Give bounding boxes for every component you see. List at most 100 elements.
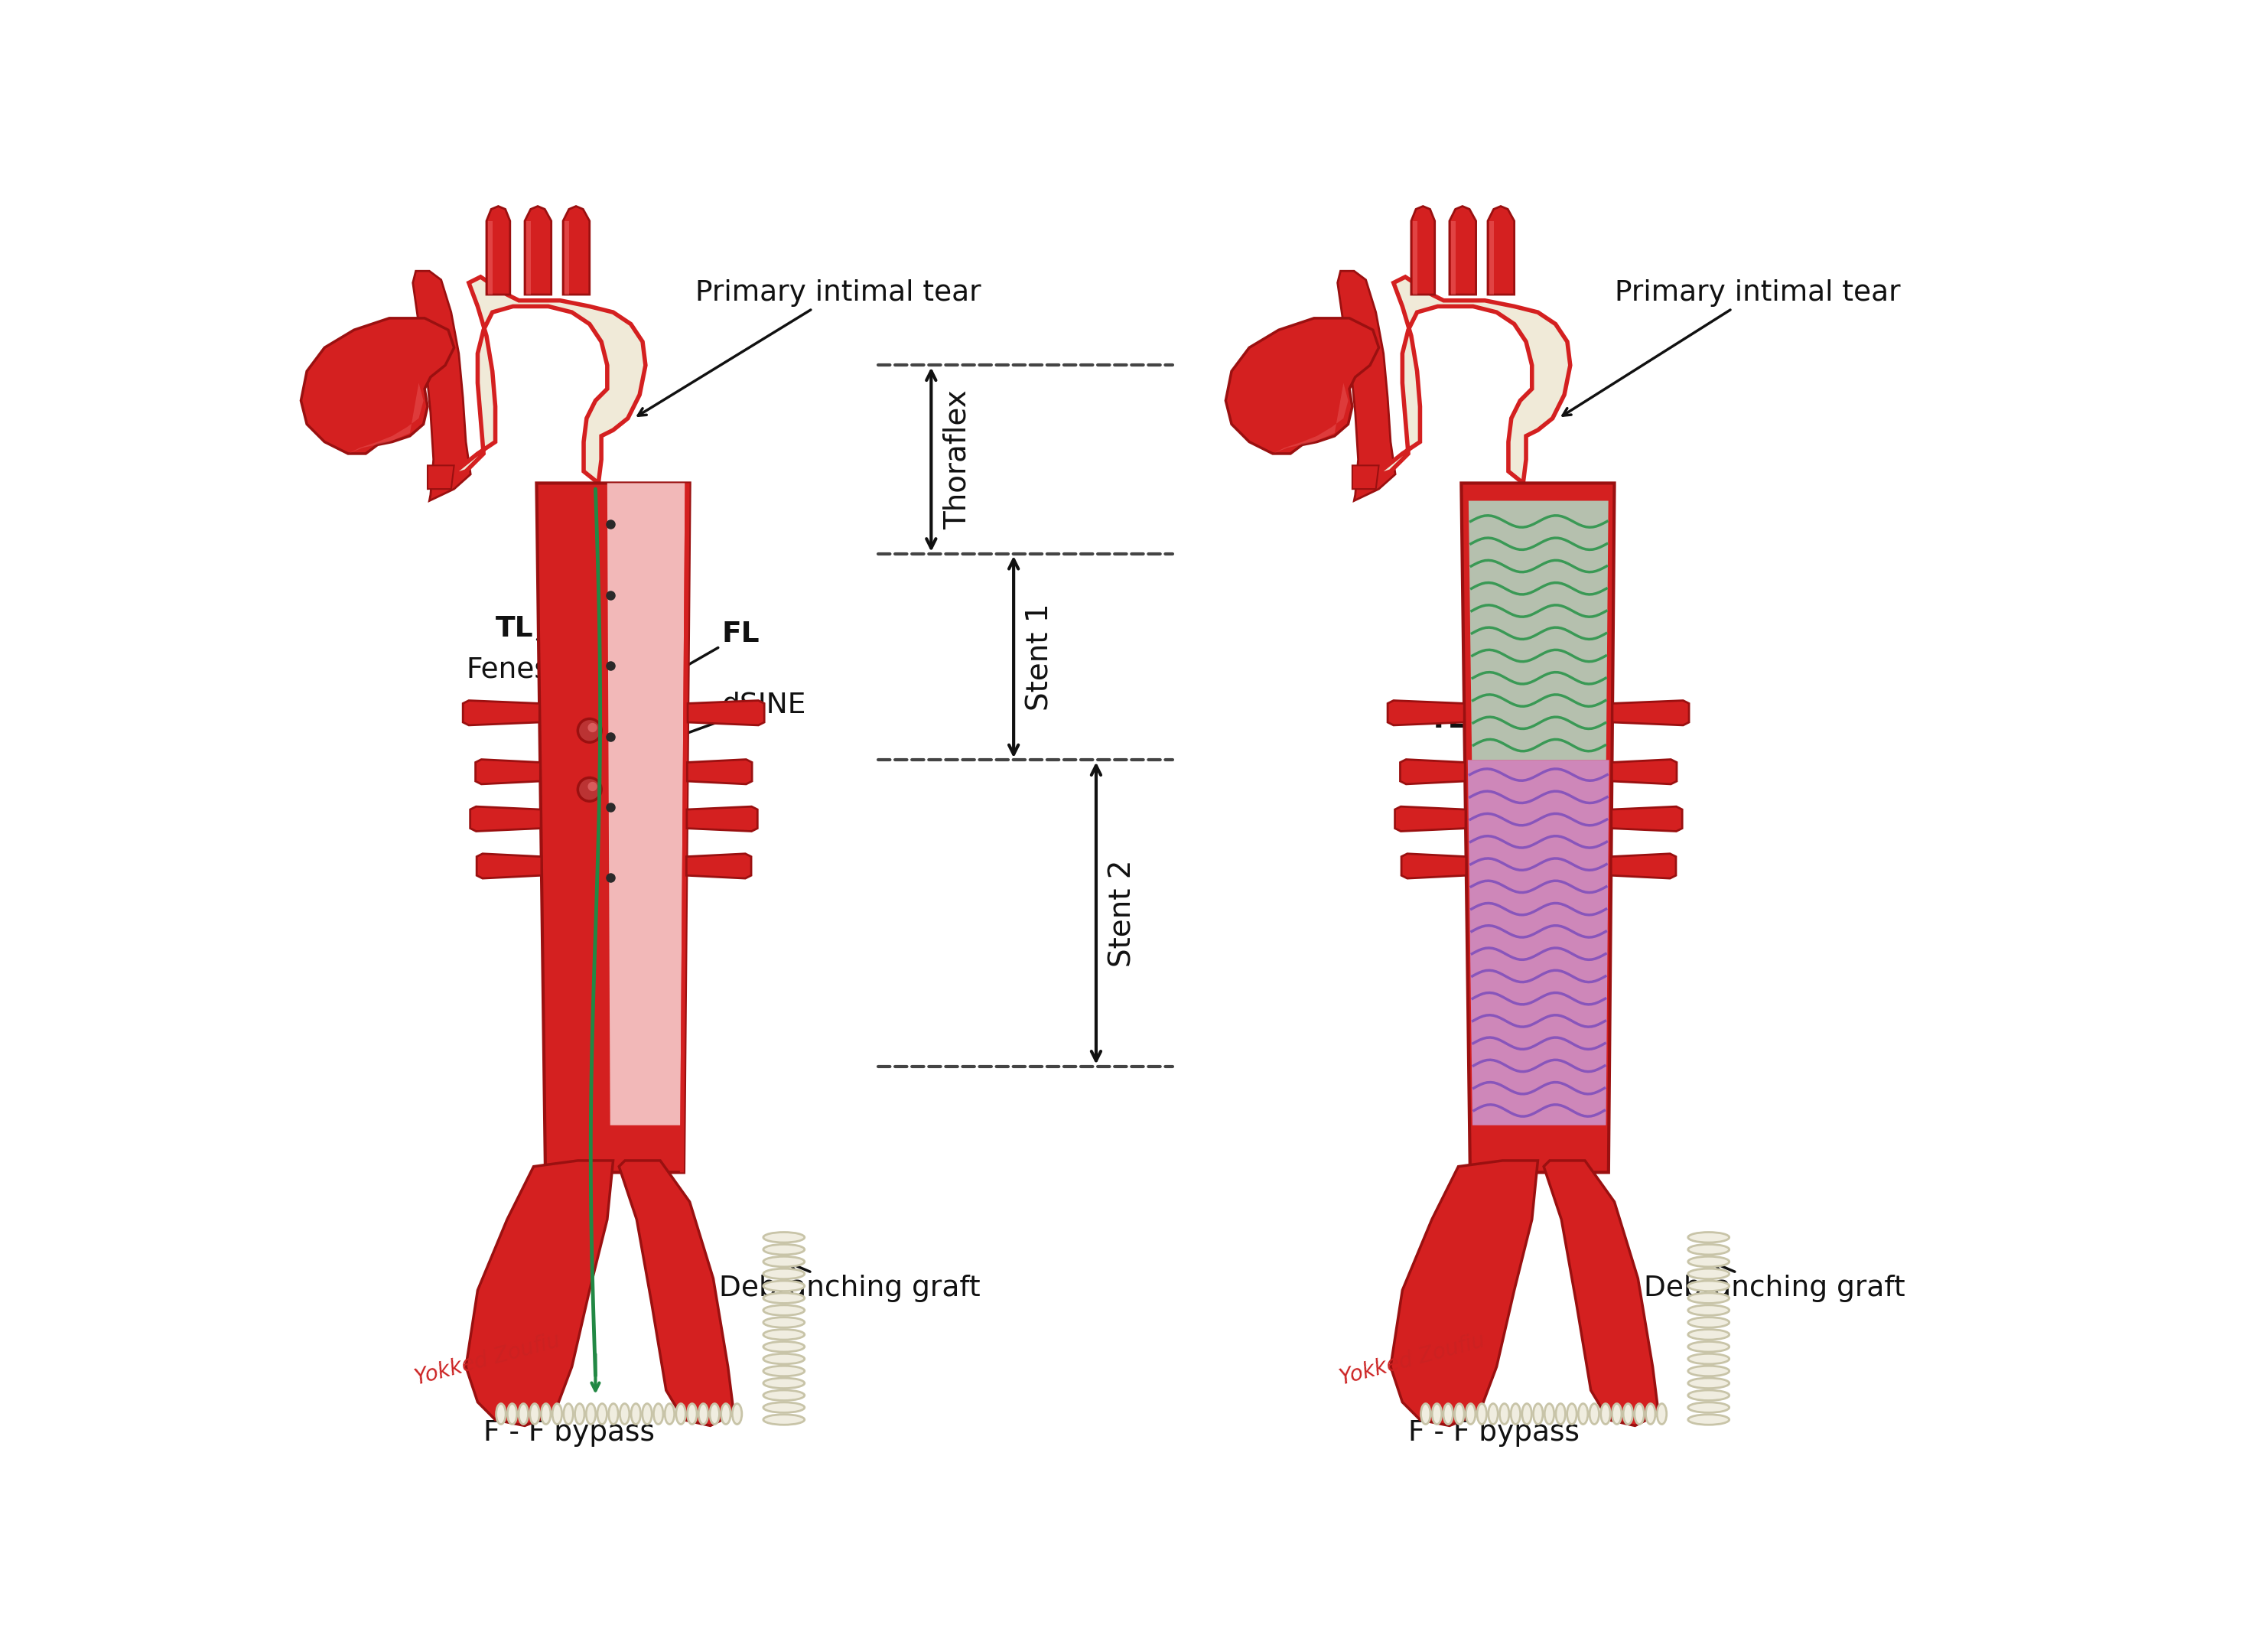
Ellipse shape xyxy=(1510,1403,1520,1424)
Ellipse shape xyxy=(764,1318,805,1328)
Ellipse shape xyxy=(1687,1318,1728,1328)
Ellipse shape xyxy=(1613,1403,1622,1424)
Text: F - F bypass: F - F bypass xyxy=(483,1419,655,1447)
Ellipse shape xyxy=(733,1403,742,1424)
Ellipse shape xyxy=(687,1403,696,1424)
Circle shape xyxy=(587,723,596,732)
Ellipse shape xyxy=(1687,1280,1728,1292)
Ellipse shape xyxy=(1476,1403,1486,1424)
Text: F - F bypass: F - F bypass xyxy=(1408,1419,1579,1447)
Ellipse shape xyxy=(1522,1403,1531,1424)
Polygon shape xyxy=(1395,806,1465,831)
Polygon shape xyxy=(538,482,689,1172)
Ellipse shape xyxy=(1687,1403,1728,1413)
Polygon shape xyxy=(1449,206,1476,294)
Ellipse shape xyxy=(764,1354,805,1364)
Polygon shape xyxy=(1390,1161,1538,1426)
Polygon shape xyxy=(608,482,685,1125)
Ellipse shape xyxy=(531,1403,540,1424)
Ellipse shape xyxy=(608,1403,619,1424)
Polygon shape xyxy=(1225,319,1379,453)
Polygon shape xyxy=(1372,276,1569,482)
Circle shape xyxy=(587,782,596,791)
Text: dSINE: dSINE xyxy=(651,692,807,747)
Ellipse shape xyxy=(1687,1244,1728,1254)
Polygon shape xyxy=(1467,760,1608,1125)
Polygon shape xyxy=(1461,482,1615,1172)
Ellipse shape xyxy=(1687,1390,1728,1401)
Text: Debranching graft: Debranching graft xyxy=(1644,1262,1905,1301)
Ellipse shape xyxy=(764,1390,805,1401)
Polygon shape xyxy=(1470,500,1608,760)
Circle shape xyxy=(578,719,601,742)
Text: TL: TL xyxy=(1429,706,1526,750)
Polygon shape xyxy=(347,383,424,453)
Polygon shape xyxy=(524,206,551,294)
Ellipse shape xyxy=(1556,1403,1565,1424)
Polygon shape xyxy=(1402,853,1465,878)
Ellipse shape xyxy=(1465,1403,1476,1424)
Polygon shape xyxy=(687,700,764,726)
Ellipse shape xyxy=(1687,1365,1728,1377)
Polygon shape xyxy=(687,806,758,831)
Ellipse shape xyxy=(1658,1403,1667,1424)
Circle shape xyxy=(578,778,601,801)
Ellipse shape xyxy=(1420,1403,1431,1424)
Polygon shape xyxy=(1411,206,1436,294)
Ellipse shape xyxy=(1442,1403,1454,1424)
Polygon shape xyxy=(1610,853,1676,878)
Ellipse shape xyxy=(1687,1342,1728,1352)
Ellipse shape xyxy=(1687,1233,1728,1243)
Ellipse shape xyxy=(553,1403,562,1424)
Ellipse shape xyxy=(1624,1403,1633,1424)
Polygon shape xyxy=(1338,271,1395,500)
Ellipse shape xyxy=(574,1403,585,1424)
Ellipse shape xyxy=(497,1403,506,1424)
Ellipse shape xyxy=(764,1414,805,1424)
Ellipse shape xyxy=(1687,1329,1728,1339)
Text: Fenestration: Fenestration xyxy=(465,656,644,726)
Ellipse shape xyxy=(1488,1403,1497,1424)
Polygon shape xyxy=(687,759,753,785)
Polygon shape xyxy=(1352,466,1379,489)
Polygon shape xyxy=(1613,806,1683,831)
Polygon shape xyxy=(1488,206,1515,294)
Ellipse shape xyxy=(1454,1403,1465,1424)
Polygon shape xyxy=(302,319,454,453)
Polygon shape xyxy=(526,221,531,294)
Ellipse shape xyxy=(596,1403,608,1424)
Polygon shape xyxy=(488,221,492,294)
Ellipse shape xyxy=(710,1403,719,1424)
Polygon shape xyxy=(619,1161,735,1426)
Text: Debranching graft: Debranching graft xyxy=(719,1262,980,1301)
Ellipse shape xyxy=(764,1256,805,1267)
Ellipse shape xyxy=(1545,1403,1554,1424)
Text: Primary intimal tear: Primary intimal tear xyxy=(1563,280,1901,415)
Polygon shape xyxy=(565,221,569,294)
Ellipse shape xyxy=(764,1244,805,1254)
Polygon shape xyxy=(1388,700,1465,726)
Ellipse shape xyxy=(1431,1403,1442,1424)
Text: Stent 1: Stent 1 xyxy=(1025,603,1055,711)
Polygon shape xyxy=(1613,759,1676,785)
Ellipse shape xyxy=(1590,1403,1599,1424)
Ellipse shape xyxy=(764,1280,805,1292)
Ellipse shape xyxy=(764,1293,805,1303)
Polygon shape xyxy=(687,853,751,878)
Ellipse shape xyxy=(764,1403,805,1413)
Ellipse shape xyxy=(631,1403,640,1424)
Ellipse shape xyxy=(764,1378,805,1388)
Ellipse shape xyxy=(653,1403,662,1424)
Text: Yokked Zoufiu: Yokked Zoufiu xyxy=(1338,1329,1488,1390)
Ellipse shape xyxy=(665,1403,674,1424)
Ellipse shape xyxy=(764,1233,805,1243)
Ellipse shape xyxy=(508,1403,517,1424)
Ellipse shape xyxy=(1647,1403,1656,1424)
Polygon shape xyxy=(1272,383,1347,453)
Text: Stent 2: Stent 2 xyxy=(1107,860,1136,966)
Polygon shape xyxy=(562,206,590,294)
Ellipse shape xyxy=(542,1403,551,1424)
Ellipse shape xyxy=(642,1403,651,1424)
Ellipse shape xyxy=(699,1403,708,1424)
Ellipse shape xyxy=(619,1403,631,1424)
